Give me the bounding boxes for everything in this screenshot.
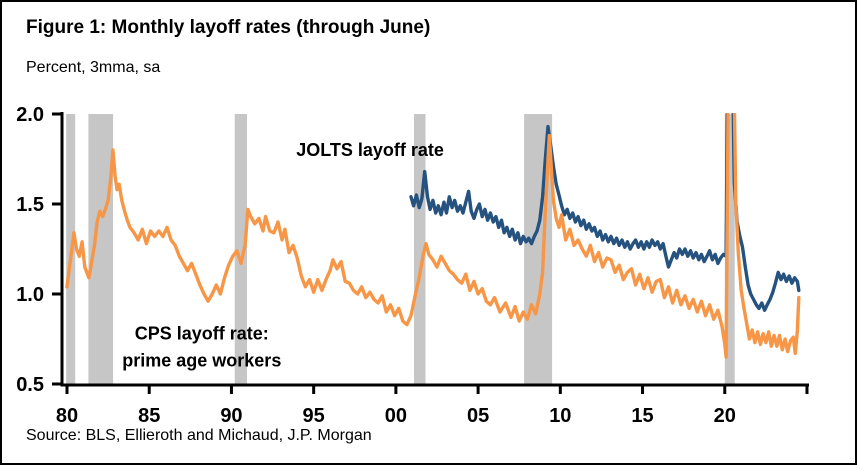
recession-band xyxy=(234,114,247,384)
x-tick-label: 80 xyxy=(56,405,78,427)
recession-band xyxy=(414,114,426,384)
y-tick-label: 1.5 xyxy=(16,194,44,216)
series-annotation: prime age workers xyxy=(122,351,281,371)
x-tick-label: 85 xyxy=(138,405,160,427)
y-tick-label: 2.0 xyxy=(16,104,44,126)
source-note: Source: BLS, Ellieroth and Michaud, J.P.… xyxy=(26,427,372,444)
x-tick-label: 00 xyxy=(385,405,407,427)
x-tick-label: 20 xyxy=(714,405,736,427)
figure-subtitle: Percent, 3mma, sa xyxy=(26,59,161,76)
recession-band xyxy=(724,114,735,384)
x-tick-label: 05 xyxy=(467,405,489,427)
x-tick-label: 15 xyxy=(631,405,653,427)
series-annotation: CPS layoff rate: xyxy=(135,324,269,344)
y-tick-label: 0.5 xyxy=(16,374,44,396)
recession-band xyxy=(88,114,114,384)
x-tick-label: 95 xyxy=(303,405,325,427)
x-tick-label: 10 xyxy=(549,405,571,427)
y-tick-label: 1.0 xyxy=(16,284,44,306)
cps-line xyxy=(65,113,801,359)
series-annotation: JOLTS layoff rate xyxy=(296,140,444,160)
x-tick-label: 90 xyxy=(220,405,242,427)
figure-title: Figure 1: Monthly layoff rates (through … xyxy=(26,17,431,38)
